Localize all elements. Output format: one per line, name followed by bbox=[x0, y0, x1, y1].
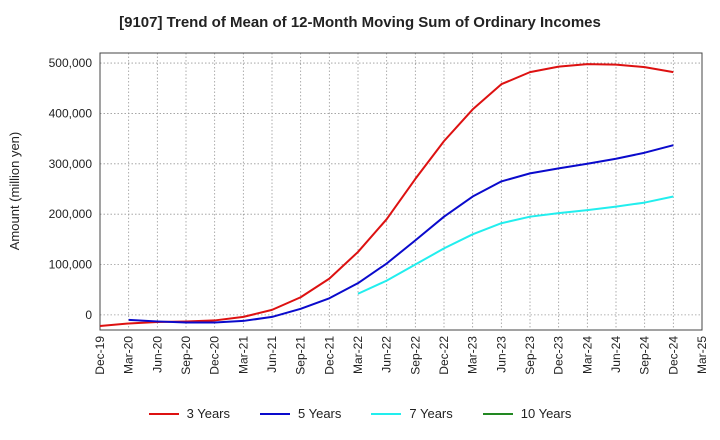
x-tick-label: Mar-22 bbox=[351, 336, 365, 374]
legend-label: 5 Years bbox=[298, 406, 342, 421]
x-tick-label: Jun-24 bbox=[609, 336, 623, 373]
x-tick-label: Dec-24 bbox=[666, 336, 680, 375]
legend-item: 5 Years bbox=[260, 406, 341, 421]
legend: 3 Years 5 Years 7 Years 10 Years bbox=[0, 406, 720, 421]
legend-swatch bbox=[148, 412, 179, 415]
y-tick-label: 100,000 bbox=[49, 258, 93, 272]
y-tick-label: 500,000 bbox=[49, 56, 93, 70]
x-tick-label: Mar-24 bbox=[580, 336, 594, 374]
x-tick-label: Jun-23 bbox=[494, 336, 508, 373]
y-tick-label: 0 bbox=[85, 308, 92, 322]
x-tick-label: Sep-20 bbox=[179, 336, 193, 375]
legend-item: 3 Years bbox=[148, 406, 230, 421]
legend-item: 7 Years bbox=[371, 406, 453, 421]
x-tick-label: Jun-22 bbox=[380, 336, 394, 373]
x-tick-label: Dec-21 bbox=[322, 336, 336, 375]
x-tick-label: Jun-21 bbox=[265, 336, 279, 373]
chart-title: [9107] Trend of Mean of 12-Month Moving … bbox=[119, 14, 601, 31]
x-tick-label: Sep-22 bbox=[408, 336, 422, 375]
x-tick-label: Dec-20 bbox=[208, 336, 222, 375]
x-tick-label: Sep-21 bbox=[294, 336, 308, 375]
x-tick-label: Mar-25 bbox=[695, 336, 709, 374]
legend-swatch bbox=[482, 412, 513, 415]
plot-frame bbox=[99, 52, 703, 331]
x-tick-label: Mar-20 bbox=[122, 336, 136, 374]
y-tick-label: 400,000 bbox=[49, 106, 93, 120]
x-tick-label: Jun-20 bbox=[150, 336, 164, 373]
legend-swatch bbox=[260, 412, 290, 415]
x-tick-label: Sep-23 bbox=[523, 336, 537, 375]
x-tick-label: Sep-24 bbox=[638, 336, 652, 375]
x-tick-label: Dec-22 bbox=[437, 336, 451, 375]
x-tick-label: Mar-23 bbox=[466, 336, 480, 374]
series-line-3-years bbox=[99, 63, 674, 327]
series-line-7-years bbox=[357, 195, 674, 295]
legend-label: 10 Years bbox=[520, 406, 572, 421]
y-tick-label: 200,000 bbox=[49, 207, 93, 221]
axis-layer: Dec-19 Mar-20 Jun-20 Sep-20 Dec-20 Mar-21 Jun-… bbox=[49, 56, 709, 375]
legend-item: 10 Years bbox=[482, 406, 572, 421]
x-tick-label: Dec-23 bbox=[552, 336, 566, 375]
legend-label: 7 Years bbox=[409, 406, 453, 421]
legend-swatch bbox=[371, 412, 402, 415]
series-line-5-years bbox=[128, 144, 674, 324]
series-layer bbox=[99, 63, 674, 327]
grid-layer bbox=[100, 53, 702, 330]
legend-label: 3 Years bbox=[186, 406, 230, 421]
y-tick-label: 300,000 bbox=[49, 157, 93, 171]
x-tick-label: Mar-21 bbox=[236, 336, 250, 374]
x-tick-label: Dec-19 bbox=[93, 336, 107, 375]
y-axis-label: Amount (million yen) bbox=[7, 132, 22, 251]
